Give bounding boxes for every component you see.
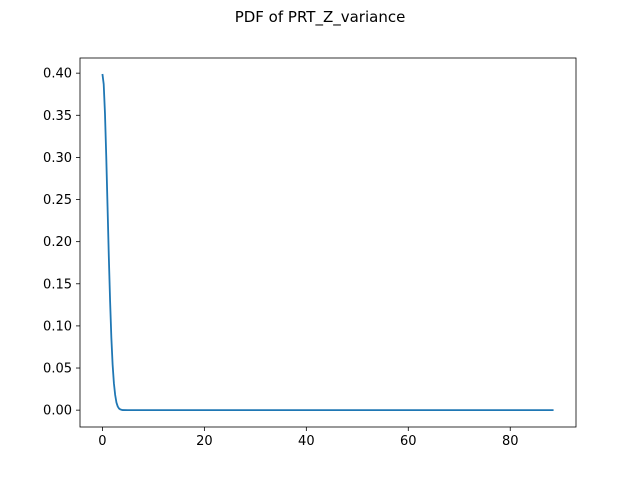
y-tick-label: 0.30 [43, 151, 72, 166]
x-tick-label: 40 [298, 434, 315, 449]
plot-frame [79, 57, 577, 428]
x-tick-label: 60 [400, 434, 417, 449]
y-tick-label: 0.35 [43, 109, 72, 124]
chart-title: PDF of PRT_Z_variance [235, 8, 406, 27]
y-tick-label: 0.25 [43, 193, 72, 208]
y-tick-label: 0.20 [43, 235, 72, 250]
x-tick-label: 80 [502, 434, 519, 449]
series-layer [101, 73, 554, 412]
x-tick-label: 0 [98, 434, 106, 449]
y-tick-label: 0.00 [43, 404, 72, 419]
y-tick-label: 0.10 [43, 319, 72, 334]
y-tick-label: 0.40 [43, 67, 72, 82]
y-axis: 0.00 0.05 0.10 0.15 0.20 0.25 0.30 0.35 0.40 [43, 67, 80, 419]
y-tick-label: 0.05 [43, 362, 72, 377]
y-tick-label: 0.15 [43, 277, 72, 292]
x-tick-label: 20 [196, 434, 213, 449]
series-line [101, 73, 554, 412]
x-axis: 0 20 40 60 80 [98, 427, 519, 449]
